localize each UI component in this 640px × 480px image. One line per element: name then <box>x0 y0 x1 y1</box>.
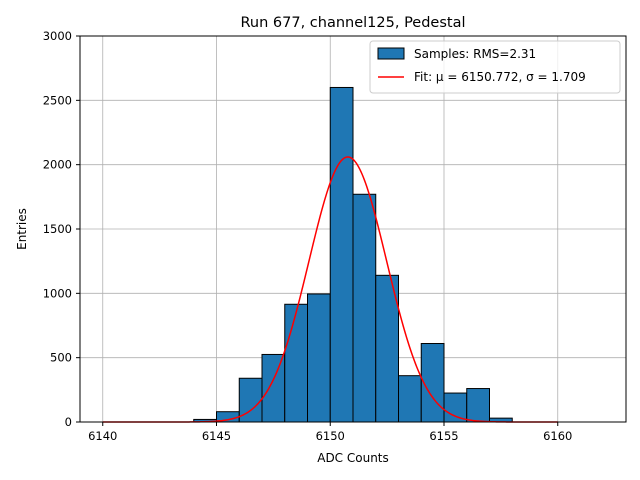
legend-box <box>369 40 621 94</box>
histogram-bar <box>307 293 331 423</box>
y-tick-label: 1000 <box>43 286 72 300</box>
y-tick-label: 500 <box>50 351 72 365</box>
histogram-bars <box>193 86 513 423</box>
x-tick-label: 6140 <box>88 429 117 443</box>
histogram-bar <box>443 392 468 423</box>
x-tick-label: 6155 <box>429 429 458 443</box>
histogram-bar <box>352 193 377 423</box>
x-tick-label: 6145 <box>202 429 231 443</box>
histogram-bar <box>398 375 422 423</box>
x-axis-ticks: 6140 6145 6150 6155 6160 <box>88 422 572 443</box>
y-axis-label: Entries <box>15 208 29 250</box>
legend-label-histogram: Samples: RMS=2.31 <box>414 47 536 61</box>
x-tick-label: 6160 <box>543 429 572 443</box>
y-tick-label: 2500 <box>43 93 72 107</box>
y-tick-label: 2000 <box>43 158 72 172</box>
y-axis-ticks: 0 500 1000 1500 2000 2500 3000 <box>43 29 80 429</box>
legend-label-fit: Fit: μ = 6150.772, σ = 1.709 <box>414 70 586 84</box>
y-tick-label: 1500 <box>43 222 72 236</box>
x-tick-label: 6150 <box>316 429 345 443</box>
histogram-bar <box>284 303 308 423</box>
legend: Samples: RMS=2.31 Fit: μ = 6150.772, σ =… <box>369 40 621 94</box>
y-tick-label: 0 <box>65 415 72 429</box>
histogram-bar <box>420 343 445 423</box>
histogram-bar <box>466 388 490 423</box>
histogram-bar <box>329 86 354 423</box>
histogram-bar <box>261 353 286 423</box>
y-tick-label: 3000 <box>43 29 72 43</box>
x-axis-label: ADC Counts <box>317 451 389 465</box>
chart-title: Run 677, channel125, Pedestal <box>240 15 465 31</box>
legend-swatch-histogram <box>377 47 405 60</box>
